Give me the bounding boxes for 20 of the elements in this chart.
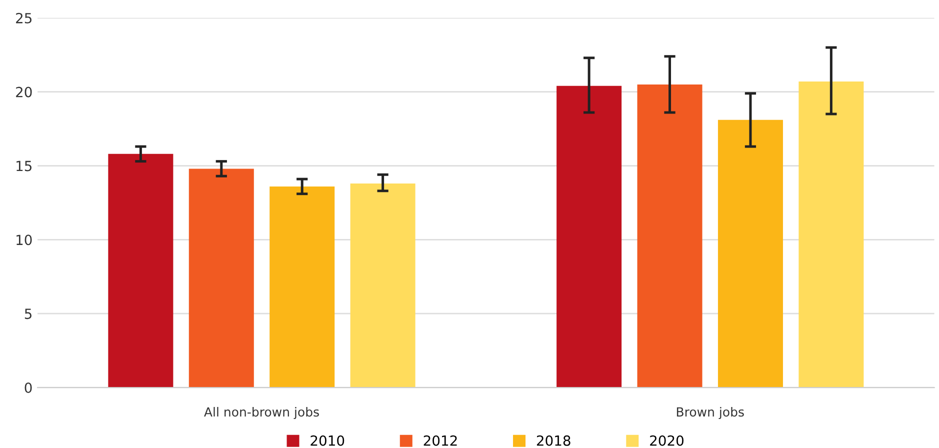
bar: [270, 186, 335, 388]
x-tick-label: Brown jobs: [676, 406, 744, 420]
bar: [188, 168, 254, 388]
y-tick-label: 15: [16, 160, 32, 172]
bar: [637, 84, 702, 388]
y-tick-label: 20: [16, 86, 32, 98]
bar: [350, 184, 416, 388]
y-tick-label: 25: [16, 12, 32, 24]
bar: [108, 154, 174, 388]
bar: [556, 86, 622, 388]
legend-label: 2018: [536, 435, 570, 446]
y-tick-label: 10: [16, 234, 32, 246]
x-tick-label: All non-brown jobs: [204, 406, 319, 420]
bar: [718, 120, 783, 388]
legend-label: 2010: [310, 435, 344, 446]
y-tick-label: 0: [24, 382, 32, 393]
legend-label: 2020: [650, 435, 684, 446]
bar: [798, 81, 864, 388]
y-tick-label: 5: [24, 308, 32, 320]
legend-label: 2012: [424, 435, 457, 446]
